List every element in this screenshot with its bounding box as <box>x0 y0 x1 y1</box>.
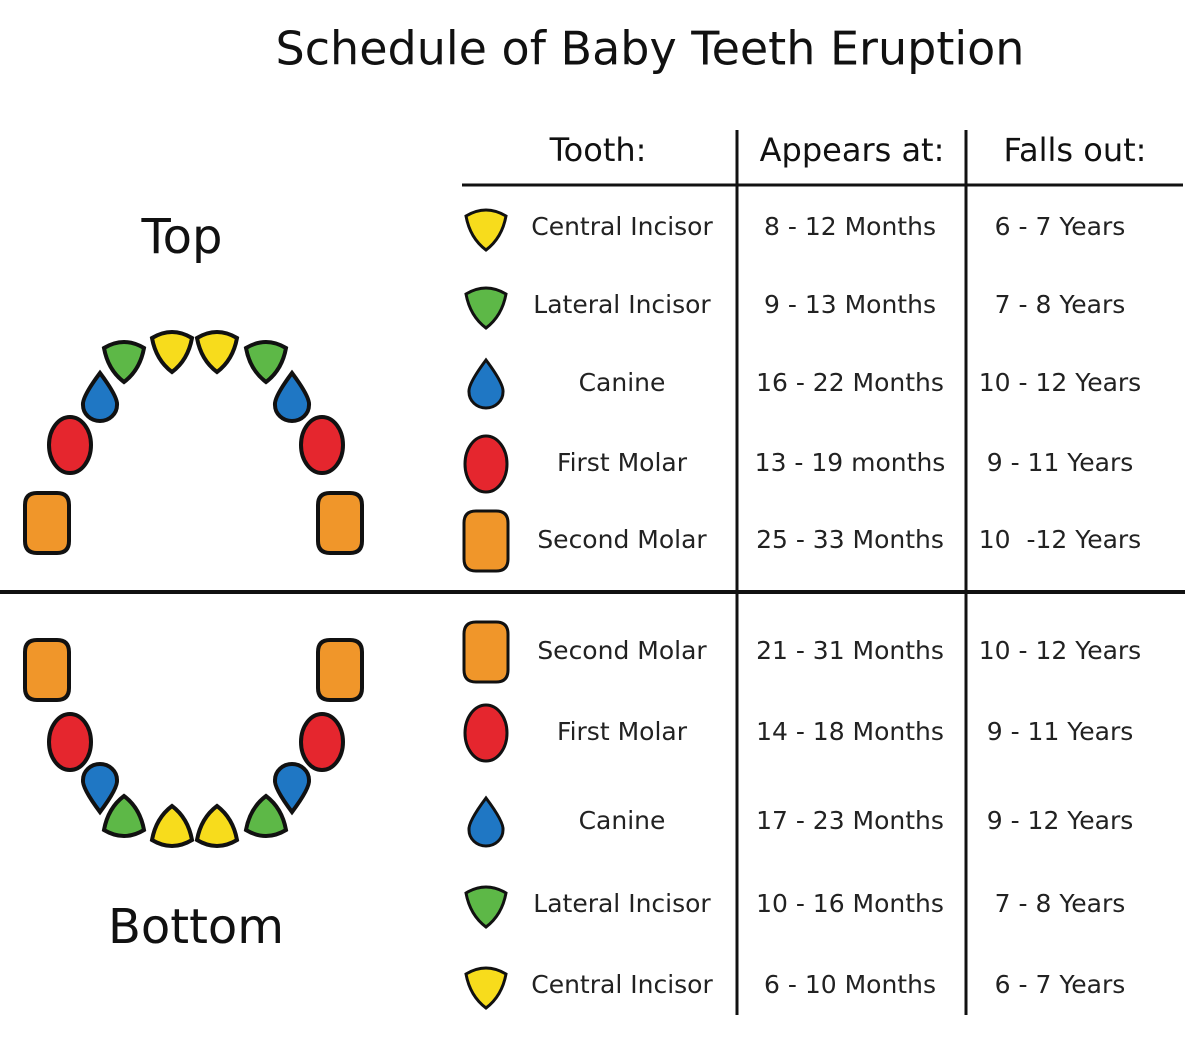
arch-tooth <box>149 330 195 375</box>
appears-at: 25 - 33 Months <box>756 525 944 554</box>
arch-tooth <box>316 638 364 702</box>
tooth-name: Central Incisor <box>531 212 713 241</box>
arch-tooth <box>23 638 71 702</box>
tooth-name: Lateral Incisor <box>533 290 711 319</box>
tooth-name: Second Molar <box>537 525 707 554</box>
falls-out: 6 - 7 Years <box>995 212 1126 241</box>
tooth-icon <box>463 703 509 763</box>
header-tooth: Tooth: <box>549 131 647 169</box>
tooth-icon <box>464 966 508 1010</box>
falls-out: 9 - 11 Years <box>987 448 1134 477</box>
tooth-icon <box>464 885 508 929</box>
header-appears: Appears at: <box>760 131 945 169</box>
tooth-icon <box>462 620 510 684</box>
tooth-name: Second Molar <box>537 636 707 665</box>
arch-tooth <box>316 491 364 555</box>
appears-at: 16 - 22 Months <box>756 368 944 397</box>
tooth-name: Canine <box>579 806 666 835</box>
falls-out: 9 - 12 Years <box>987 806 1134 835</box>
appears-at: 21 - 31 Months <box>756 636 944 665</box>
top-label: Top <box>141 209 223 265</box>
arch-tooth <box>194 803 240 848</box>
arch-tooth <box>243 340 289 385</box>
arch-tooth <box>299 711 345 773</box>
appears-at: 6 - 10 Months <box>764 970 936 999</box>
arch-tooth <box>80 369 120 423</box>
falls-out: 7 - 8 Years <box>995 290 1126 319</box>
appears-at: 14 - 18 Months <box>756 717 944 746</box>
appears-at: 13 - 19 months <box>755 448 946 477</box>
tooth-icon <box>462 509 510 573</box>
appears-at: 17 - 23 Months <box>756 806 944 835</box>
arch-tooth <box>149 803 195 848</box>
arch-tooth <box>243 793 289 838</box>
tooth-name: Lateral Incisor <box>533 889 711 918</box>
arch-tooth <box>194 330 240 375</box>
arch-tooth <box>80 762 120 816</box>
appears-at: 9 - 13 Months <box>764 290 936 319</box>
falls-out: 9 - 11 Years <box>987 717 1134 746</box>
falls-out: 7 - 8 Years <box>995 889 1126 918</box>
arch-tooth <box>101 793 147 838</box>
falls-out: 6 - 7 Years <box>995 970 1126 999</box>
tooth-name: Canine <box>579 368 666 397</box>
tooth-icon <box>463 434 509 494</box>
tooth-icon <box>467 357 505 410</box>
tooth-icon <box>467 795 505 848</box>
header-falls-out: Falls out: <box>1004 131 1147 169</box>
arch-tooth <box>47 414 93 476</box>
arch-tooth <box>272 369 312 423</box>
arch-tooth <box>47 711 93 773</box>
title: Schedule of Baby Teeth Eruption <box>276 22 1025 76</box>
falls-out: 10 - 12 Years <box>979 636 1141 665</box>
arch-tooth <box>101 340 147 385</box>
tooth-name: Central Incisor <box>531 970 713 999</box>
bottom-label: Bottom <box>108 899 284 955</box>
tooth-name: First Molar <box>557 448 688 477</box>
tooth-icon <box>464 208 508 252</box>
tooth-icon <box>464 286 508 330</box>
arch-tooth <box>272 762 312 816</box>
arch-tooth <box>299 414 345 476</box>
arch-tooth <box>23 491 71 555</box>
appears-at: 8 - 12 Months <box>764 212 936 241</box>
falls-out: 10 -12 Years <box>979 525 1141 554</box>
appears-at: 10 - 16 Months <box>756 889 944 918</box>
falls-out: 10 - 12 Years <box>979 368 1141 397</box>
tooth-name: First Molar <box>557 717 688 746</box>
